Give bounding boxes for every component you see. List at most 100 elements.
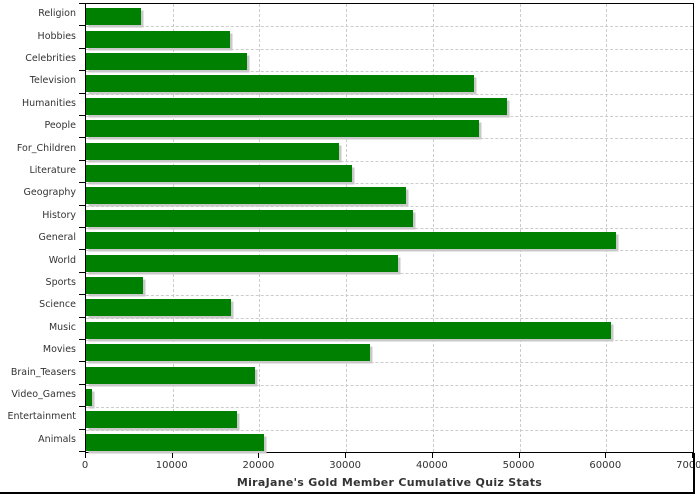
outer-bottom-border: [0, 492, 695, 494]
y-axis-tick: [79, 451, 85, 452]
y-axis-label: Television: [29, 75, 76, 87]
bar-world: [86, 254, 398, 272]
y-axis-label: Movies: [42, 344, 76, 356]
h-gridline: [86, 26, 693, 28]
y-axis-tick: [79, 272, 85, 273]
y-axis-label: Hobbies: [37, 30, 76, 42]
bar-humanities: [86, 97, 507, 115]
bar-hobbies: [86, 30, 230, 48]
y-axis-tick: [79, 70, 85, 71]
y-axis-tick: [79, 339, 85, 340]
y-axis-label: World: [48, 254, 76, 266]
plot-area: [85, 3, 694, 453]
bar-religion: [86, 8, 141, 26]
y-axis-label: Brain_Teasers: [10, 366, 76, 378]
y-axis-tick: [79, 3, 85, 4]
y-axis-tick: [79, 227, 85, 228]
h-gridline: [86, 384, 693, 386]
bar-science: [86, 299, 231, 317]
bar-geography: [86, 187, 406, 205]
bar-celebrities: [86, 53, 247, 70]
outer-right-border: [693, 453, 695, 494]
chart-title: MiraJane's Gold Member Cumulative Quiz S…: [236, 476, 543, 489]
y-axis-tick: [79, 249, 85, 250]
y-axis-tick: [79, 317, 85, 318]
y-axis-label: Sports: [45, 277, 76, 288]
h-gridline: [86, 250, 693, 252]
h-gridline: [86, 429, 693, 431]
y-axis-label: People: [44, 120, 76, 132]
x-axis-tick-label: 40000: [415, 460, 448, 471]
bar-animals: [86, 433, 264, 451]
h-gridline: [86, 93, 693, 95]
y-axis-label: Celebrities: [25, 53, 76, 64]
x-axis-tick-label: 20000: [242, 460, 275, 471]
x-axis-tick: [171, 453, 173, 458]
h-gridline: [86, 340, 693, 341]
x-axis-tick: [345, 453, 347, 458]
x-axis-tick-label: 50000: [502, 460, 535, 471]
bar-video_games: [86, 389, 92, 406]
h-gridline: [86, 183, 693, 185]
y-axis-label: Music: [48, 321, 76, 333]
x-axis-tick: [85, 453, 86, 458]
y-axis-label: For_Children: [16, 142, 76, 154]
y-axis-tick: [79, 406, 85, 407]
y-axis-tick: [79, 137, 85, 138]
y-axis-tick: [79, 361, 85, 362]
x-axis-tick-label: 70000: [676, 460, 700, 471]
y-axis-tick: [79, 205, 85, 206]
h-gridline: [86, 295, 693, 297]
bar-history: [86, 209, 413, 227]
y-axis-tick: [79, 182, 85, 183]
y-axis-label: Video_Games: [11, 389, 76, 400]
y-axis-tick: [79, 25, 85, 26]
h-gridline: [86, 205, 693, 207]
y-axis-label: General: [38, 232, 76, 244]
bar-for_children: [86, 142, 339, 160]
x-axis-tick: [605, 453, 607, 458]
h-gridline: [86, 362, 693, 364]
h-gridline: [86, 71, 693, 73]
x-axis-tick-label: 10000: [155, 460, 188, 471]
y-axis-label: Religion: [38, 8, 76, 20]
y-axis-label: Entertainment: [7, 411, 76, 423]
y-axis-tick: [79, 93, 85, 94]
y-axis-label: Animals: [38, 433, 76, 445]
y-axis-tick: [79, 429, 85, 430]
y-axis-tick: [79, 294, 85, 295]
y-axis-label: Literature: [29, 165, 76, 176]
h-gridline: [86, 317, 693, 319]
y-axis-label: Geography: [23, 187, 76, 199]
h-gridline: [86, 272, 693, 274]
y-axis-label: Science: [39, 299, 76, 311]
x-axis-tick: [258, 453, 260, 458]
h-gridline: [86, 116, 693, 117]
y-axis-tick: [79, 160, 85, 161]
bar-sports: [86, 277, 143, 294]
h-gridline: [86, 48, 693, 50]
x-axis-tick-label: 30000: [329, 460, 362, 471]
h-gridline: [86, 228, 693, 229]
x-axis-tick-label: 60000: [589, 460, 622, 471]
bar-literature: [86, 165, 352, 182]
bar-brain_teasers: [86, 366, 255, 384]
h-gridline: [86, 407, 693, 409]
bar-music: [86, 321, 611, 339]
bar-movies: [86, 344, 370, 362]
y-axis-tick: [79, 115, 85, 116]
y-axis-label: History: [42, 209, 76, 221]
y-axis-tick: [79, 384, 85, 385]
x-axis-tick: [431, 453, 433, 458]
bar-general: [86, 232, 616, 250]
bar-television: [86, 75, 474, 93]
bar-entertainment: [86, 411, 237, 429]
h-gridline: [86, 160, 693, 162]
x-axis-tick: [692, 453, 693, 458]
h-gridline: [86, 138, 693, 140]
y-axis-label: Humanities: [21, 97, 76, 109]
x-axis-tick: [518, 453, 520, 458]
x-axis-tick-label: 0: [81, 460, 89, 471]
bar-people: [86, 120, 479, 138]
